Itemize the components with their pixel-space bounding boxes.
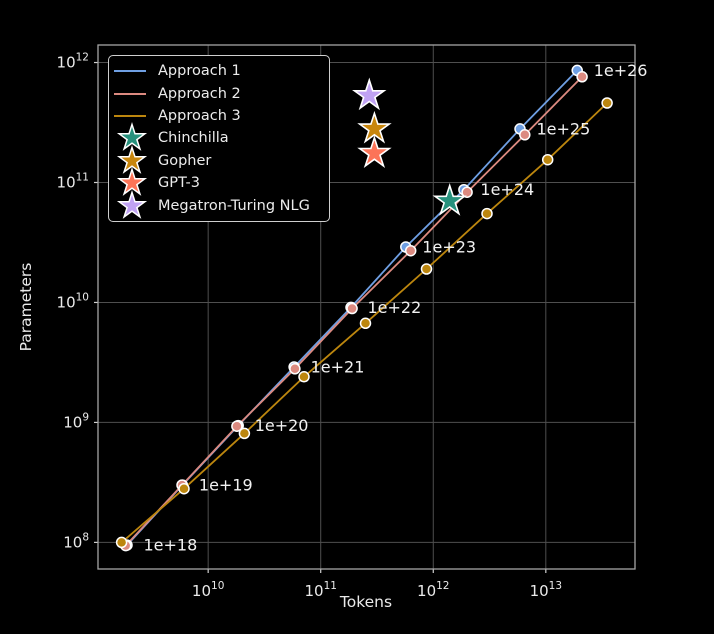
compute-budget-label: 1e+22 — [368, 298, 422, 317]
compute-budget-label: 1e+20 — [255, 416, 309, 435]
legend-item-gpt-3: GPT-3 — [113, 167, 321, 196]
data-point-approach-3 — [481, 207, 493, 220]
data-point-approach-3 — [601, 97, 613, 109]
legend-line-swatch — [113, 105, 151, 127]
data-point-approach-2 — [461, 186, 473, 198]
compute-budget-label: 1e+18 — [144, 536, 198, 555]
y-axis-label: Parameters — [17, 262, 35, 352]
compute-budget-label: 1e+21 — [311, 358, 365, 377]
legend-line-swatch — [113, 60, 151, 82]
plot-frame — [97, 44, 636, 570]
legend-star-icon — [113, 144, 151, 174]
data-point-approach-3 — [420, 263, 433, 275]
legend-item-approach-2: Approach 2 — [113, 82, 321, 104]
legend-star-icon — [113, 189, 151, 219]
x-tick-label: 1012 — [417, 580, 449, 600]
y-tick-label: 1011 — [57, 171, 89, 191]
legend-star-icon — [113, 122, 151, 152]
y-tick-label: 1012 — [57, 52, 89, 72]
data-point-approach-3 — [178, 482, 190, 495]
data-point-approach-3 — [359, 317, 372, 330]
legend-label: Approach 2 — [158, 85, 241, 102]
legend-item-gopher: Gopher — [113, 144, 321, 174]
data-point-approach-2 — [346, 302, 358, 315]
legend-label: Megatron-Turing NLG — [158, 197, 310, 214]
y-tick-label: 1010 — [57, 291, 89, 311]
legend-star — [116, 189, 148, 219]
model-star-megatron-turing-nlg — [352, 77, 387, 111]
legend-item-chinchilla: Chinchilla — [113, 122, 321, 152]
model-star-gpt-3 — [357, 135, 392, 168]
x-tick-label: 1011 — [304, 580, 336, 600]
data-point-approach-3 — [541, 153, 554, 166]
x-axis-label: Tokens — [339, 593, 393, 611]
legend-star-icon — [113, 167, 151, 196]
legend-item-megatron-turing-nlg: Megatron-Turing NLG — [113, 189, 321, 219]
data-point-approach-2 — [289, 363, 301, 375]
data-point-approach-2 — [519, 129, 531, 141]
data-point-approach-2 — [404, 244, 417, 257]
legend-label: Gopher — [158, 152, 212, 169]
model-star-gopher — [357, 110, 392, 144]
legend-star — [116, 144, 148, 174]
legend-item-approach-3: Approach 3 — [113, 105, 321, 127]
legend-star — [116, 122, 148, 152]
data-point-approach-3 — [115, 536, 128, 549]
legend-item-approach-1: Approach 1 — [113, 60, 321, 82]
data-point-approach-3 — [238, 427, 251, 440]
compute-budget-label: 1e+24 — [480, 180, 534, 199]
x-tick-label: 1010 — [192, 580, 224, 600]
data-point-approach-2 — [231, 420, 243, 432]
data-point-approach-3 — [298, 371, 310, 383]
legend: Approach 1 Approach 2 Approach 3 Chinchilla… — [108, 55, 330, 222]
compute-budget-label: 1e+25 — [537, 119, 591, 138]
compute-budget-label: 1e+19 — [199, 476, 253, 495]
compute-budget-label: 1e+23 — [422, 238, 476, 257]
y-tick-label: 108 — [63, 531, 89, 551]
model-star-chinchilla — [432, 183, 467, 216]
legend-label: GPT-3 — [158, 175, 200, 192]
y-tick-label: 109 — [63, 411, 89, 431]
legend-line-swatch — [113, 83, 151, 105]
legend-label: Approach 1 — [158, 63, 241, 80]
legend-label: Approach 3 — [158, 107, 241, 124]
legend-star — [116, 167, 148, 196]
compute-budget-label: 1e+26 — [594, 61, 648, 80]
data-point-approach-2 — [576, 71, 588, 83]
legend-label: Chinchilla — [158, 130, 229, 147]
x-tick-label: 1013 — [530, 580, 562, 600]
